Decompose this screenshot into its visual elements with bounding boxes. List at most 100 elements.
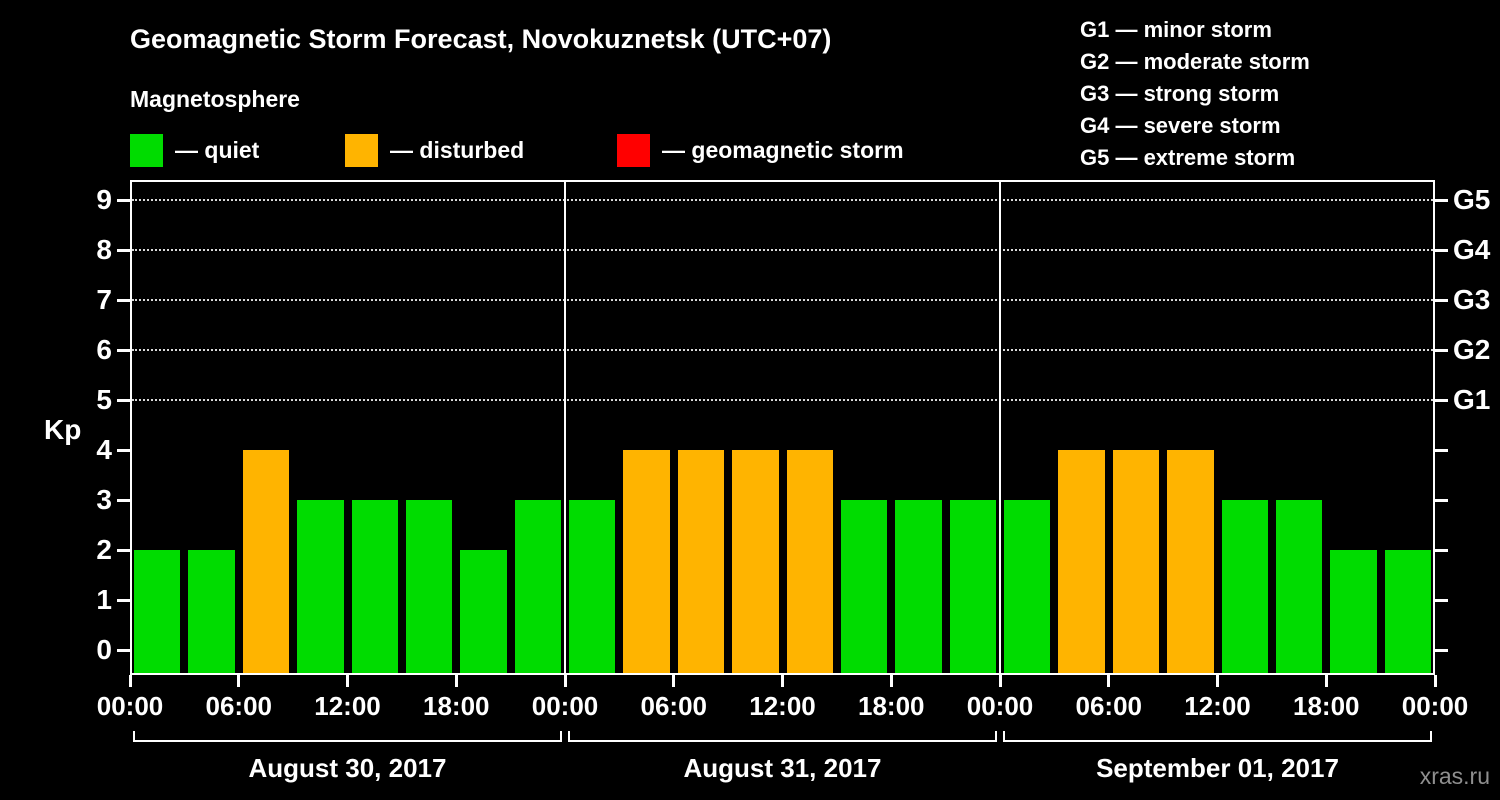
y-tick-label: 1	[96, 584, 112, 615]
kp-bar	[623, 450, 670, 675]
y-axis-tick-left	[117, 199, 130, 202]
x-axis-tick	[346, 675, 349, 687]
g-legend-line: G3 — strong storm	[1080, 81, 1280, 106]
kp-gridline-9	[132, 199, 1433, 201]
kp-bar	[895, 500, 942, 675]
x-tick-label: 18:00	[858, 691, 925, 721]
kp-gridline-6	[132, 349, 1433, 351]
y-axis-tick-left	[117, 649, 130, 652]
kp-bar	[1004, 500, 1051, 675]
y-axis-tick-right	[1435, 199, 1448, 202]
x-tick-label: 12:00	[1184, 691, 1251, 721]
g-level-label: G4	[1453, 234, 1491, 265]
kp-gridline-5	[132, 399, 1433, 401]
kp-bar	[1221, 500, 1268, 675]
y-axis-tick-right	[1435, 399, 1448, 402]
g-legend-line: G2 — moderate storm	[1080, 49, 1310, 74]
legend-item-quiet: — quiet	[130, 133, 259, 167]
y-axis-tick-left	[117, 399, 130, 402]
y-axis-tick-left	[117, 249, 130, 252]
legend-label: — quiet	[175, 136, 260, 163]
x-tick-label: 00:00	[531, 691, 599, 721]
x-axis-tick	[1324, 675, 1328, 687]
date-bracket-cap	[995, 731, 997, 742]
g-legend-line: G5 — extreme storm	[1080, 145, 1296, 170]
g-level-label: G5	[1453, 184, 1491, 215]
y-tick-label: 2	[96, 534, 112, 565]
x-axis-tick	[672, 675, 676, 687]
legend-label: — disturbed	[390, 136, 525, 163]
g-scale-legend: G1 — minor storm G2 — moderate storm G3 — …	[1080, 14, 1310, 174]
x-axis-tick	[781, 675, 784, 687]
kp-bar	[732, 450, 779, 675]
quiet-swatch-icon	[130, 133, 163, 167]
kp-gridline-8	[132, 249, 1433, 251]
kp-bar	[297, 500, 344, 675]
kp-bar	[460, 550, 507, 675]
date-bracket-cap	[133, 731, 135, 742]
g-legend-line: G1 — minor storm	[1080, 17, 1272, 42]
y-axis-tick-left	[117, 449, 130, 452]
g-level-label: G3	[1453, 284, 1491, 315]
day-separator	[564, 180, 566, 675]
date-bracket-cap	[1003, 731, 1005, 742]
y-axis-tick-right	[1435, 599, 1448, 602]
y-axis-label: Kp	[44, 414, 82, 445]
x-tick-label: 18:00	[423, 691, 490, 721]
kp-bar	[351, 500, 398, 675]
y-axis-tick-left	[117, 499, 130, 502]
date-label: August 30, 2017	[248, 753, 447, 783]
date-bracket	[133, 740, 562, 742]
kp-bar	[677, 450, 725, 675]
date-bracket-cap	[568, 731, 570, 742]
y-tick-label: 0	[96, 634, 112, 665]
kp-bar	[1058, 450, 1105, 675]
kp-bar	[569, 500, 616, 675]
g-level-label: G2	[1453, 334, 1491, 365]
watermark: xras.ru	[1419, 763, 1490, 789]
x-axis-tick	[998, 675, 1002, 687]
kp-bar	[1384, 550, 1431, 675]
kp-gridline-7	[132, 299, 1433, 301]
date-bracket	[568, 740, 997, 742]
date-label: September 01, 2017	[1096, 753, 1339, 783]
y-tick-label: 5	[96, 384, 112, 415]
x-tick-label: 12:00	[749, 691, 816, 721]
date-bracket-cap	[560, 731, 562, 742]
y-axis-tick-right	[1435, 549, 1448, 552]
x-tick-label: 06:00	[640, 691, 708, 721]
kp-bar	[949, 500, 996, 675]
x-axis-tick	[454, 675, 458, 687]
y-axis-tick-left	[117, 299, 130, 302]
y-tick-label: 3	[96, 484, 112, 515]
y-axis-tick-left	[117, 599, 130, 602]
x-tick-label: 18:00	[1293, 691, 1360, 721]
x-tick-label: 12:00	[314, 691, 381, 721]
kp-bar	[840, 500, 888, 675]
x-axis-tick	[1216, 675, 1219, 687]
day-separator	[999, 180, 1001, 675]
x-tick-label: 00:00	[96, 691, 164, 721]
y-tick-label: 4	[96, 434, 112, 465]
kp-bar	[1167, 450, 1214, 675]
y-axis-tick-right	[1435, 499, 1448, 502]
y-axis-tick-left	[117, 549, 130, 552]
kp-bar	[514, 500, 561, 675]
g-legend-line: G4 — severe storm	[1080, 113, 1281, 138]
date-bracket	[1003, 740, 1432, 742]
y-tick-label: 9	[96, 184, 112, 215]
x-tick-label: 00:00	[966, 691, 1034, 721]
x-axis-tick	[563, 675, 567, 687]
x-axis-tick	[1433, 675, 1437, 687]
kp-bar	[786, 450, 833, 675]
chart-title: Geomagnetic Storm Forecast, Novokuznetsk…	[130, 24, 832, 54]
x-axis-tick	[237, 675, 241, 687]
date-bracket-cap	[1430, 731, 1432, 742]
kp-bar	[242, 450, 290, 675]
kp-bar	[405, 500, 453, 675]
y-tick-label: 8	[96, 234, 112, 265]
magnetosphere-label: Magnetosphere	[130, 86, 300, 112]
legend-item-storm: — geomagnetic storm	[617, 133, 904, 167]
g-level-label: G1	[1453, 384, 1491, 415]
date-label: August 31, 2017	[683, 753, 882, 783]
